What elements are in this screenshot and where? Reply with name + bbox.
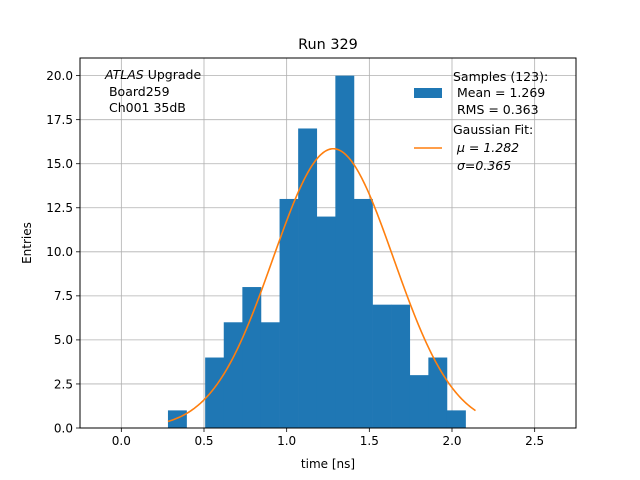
y-tick-label: 10.0: [46, 245, 73, 259]
x-tick-label: 2.0: [442, 434, 461, 448]
histogram-bars: [167, 75, 466, 428]
y-tick-label: 17.5: [46, 113, 73, 127]
histogram-bar: [316, 216, 336, 428]
atlas-annotation: ATLAS Upgrade Board259 Ch001 35dB: [104, 67, 201, 115]
legend: Samples (123): Mean = 1.269 RMS = 0.363 …: [414, 69, 548, 173]
annotation-line3: Ch001 35dB: [105, 100, 186, 115]
annotation-line1: ATLAS Upgrade: [104, 67, 201, 82]
y-tick-label: 5.0: [54, 333, 73, 347]
histogram-bar: [223, 322, 243, 428]
legend-samples-swatch: [414, 88, 442, 98]
legend-fit-title: Gaussian Fit:: [453, 122, 533, 137]
y-tick-label: 0.0: [54, 421, 73, 435]
histogram-bar: [298, 128, 318, 428]
histogram-bar: [205, 357, 225, 428]
chart-title: Run 329: [298, 37, 358, 53]
plot-frame: [79, 57, 577, 429]
legend-samples-title: Samples (123):: [453, 69, 548, 84]
histogram-bar: [335, 75, 355, 428]
histogram-bar: [446, 410, 466, 428]
x-tick-label: 1.0: [277, 434, 296, 448]
y-tick-label: 2.5: [54, 377, 73, 391]
legend-samples-rms: RMS = 0.363: [453, 102, 539, 117]
y-axis-label: Entries: [20, 222, 34, 264]
histogram-bar: [279, 198, 299, 428]
x-tick-label: 0.0: [112, 434, 131, 448]
y-tick-label: 7.5: [54, 289, 73, 303]
legend-fit-mu: μ = 1.282: [453, 140, 519, 155]
histogram-bar: [242, 287, 262, 428]
histogram-bar: [353, 198, 373, 428]
x-tick-label: 1.5: [360, 434, 379, 448]
histogram-bar: [167, 410, 187, 428]
histogram-bar: [260, 322, 280, 428]
y-axis-ticks: 0.0 2.5 5.0 7.5 10.0 12.5 15.0 17.5 20.0: [46, 69, 80, 435]
y-tick-label: 20.0: [46, 69, 73, 83]
histogram-bar: [372, 304, 392, 428]
y-tick-label: 15.0: [46, 157, 73, 171]
x-tick-label: 0.5: [194, 434, 213, 448]
x-axis-label: time [ns]: [301, 457, 355, 471]
legend-fit-sigma: σ=0.365: [453, 158, 511, 173]
annotation-line2: Board259: [105, 84, 170, 99]
y-tick-label: 12.5: [46, 201, 73, 215]
histogram-bar: [428, 357, 448, 428]
x-axis-ticks: 0.0 0.5 1.0 1.5 2.0 2.5: [112, 428, 544, 448]
histogram-bar: [409, 375, 429, 428]
annotation-atlas: ATLAS: [104, 67, 144, 82]
legend-samples-mean: Mean = 1.269: [453, 85, 545, 100]
x-tick-label: 2.5: [525, 434, 544, 448]
annotation-upgrade: Upgrade: [144, 67, 202, 82]
gaussian-fit-curve: [167, 147, 476, 423]
histogram-bar: [391, 304, 411, 428]
